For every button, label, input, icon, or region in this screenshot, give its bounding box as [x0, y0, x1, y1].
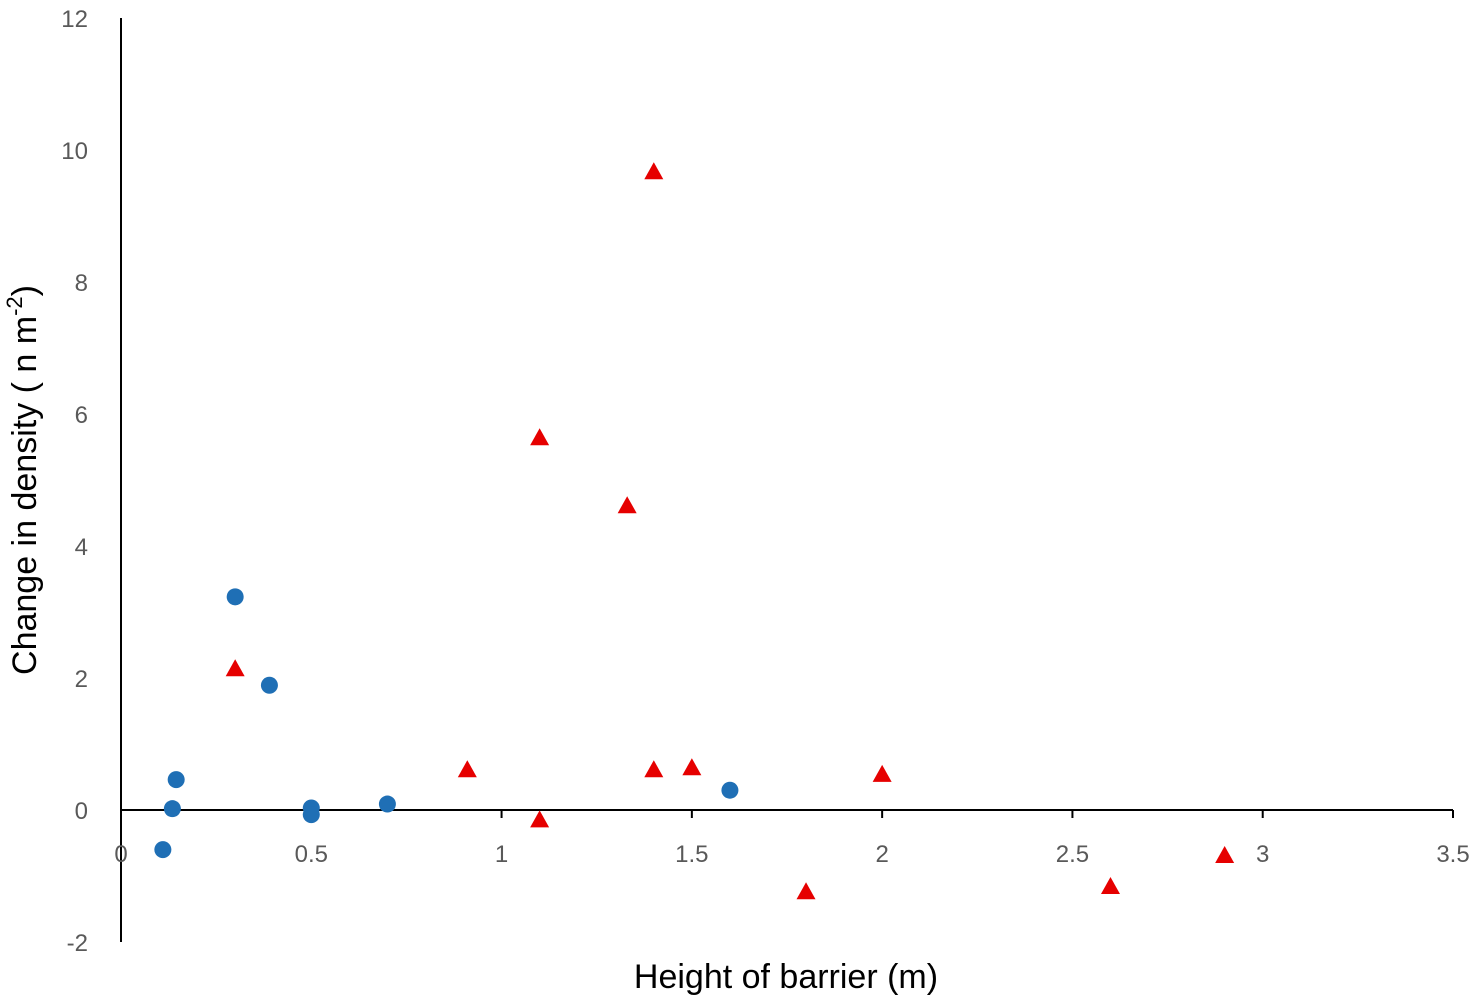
triangle-data-point: [644, 162, 664, 180]
x-tick-label: 2: [875, 841, 888, 868]
x-tick-label: 1.5: [675, 841, 708, 868]
y-axis-title-main: Change in density ( n m: [6, 316, 44, 675]
x-tick-label: 0: [114, 841, 127, 868]
triangle-data-point: [1100, 877, 1120, 895]
x-axis-title: Height of barrier (m): [634, 958, 938, 996]
y-axis-title: Change in density ( n m-2): [2, 285, 44, 675]
tick-marks: [310, 810, 1454, 818]
triangle-data-point: [796, 882, 816, 900]
triangle-data-point: [530, 428, 550, 446]
circle-data-point: [378, 795, 396, 813]
data-points: [154, 162, 1235, 900]
y-tick-label: 12: [61, 6, 88, 33]
circle-data-point: [260, 676, 278, 694]
y-axis-title-superscript: -2: [2, 296, 27, 316]
triangle-data-point: [872, 764, 892, 782]
triangle-data-point: [530, 810, 550, 828]
circle-data-point: [154, 841, 172, 859]
y-tick-label: 0: [75, 798, 88, 825]
triangle-data-point: [682, 758, 702, 776]
triangle-data-point: [1215, 846, 1235, 863]
circle-data-point: [167, 771, 185, 789]
x-tick-label: 2.5: [1056, 841, 1089, 868]
circle-data-point: [163, 800, 181, 818]
circle-data-point: [721, 781, 739, 799]
y-tick-label: 6: [75, 402, 88, 429]
circle-data-point: [226, 588, 244, 606]
x-tick-label: 0.5: [295, 841, 328, 868]
x-tick-label: 3.5: [1436, 841, 1469, 868]
axes: [120, 18, 1453, 942]
y-tick-label: 4: [75, 534, 88, 561]
circle-data-point: [302, 806, 320, 824]
y-tick-label: 10: [61, 138, 88, 165]
y-tick-label: 8: [75, 270, 88, 297]
triangle-data-point: [225, 659, 245, 677]
triangle-data-point: [457, 760, 477, 778]
y-tick-label: -2: [67, 930, 88, 957]
y-tick-label: 2: [75, 666, 88, 693]
x-tick-label: 1: [495, 841, 508, 868]
y-axis-title-close: ): [6, 285, 44, 296]
tick-labels: 0 0.5 1 1.5 2 2.5 3 3.5 -2 0 2 4 6 8 10 12: [61, 6, 1469, 957]
triangle-data-point: [617, 496, 637, 514]
triangle-data-point: [644, 760, 664, 778]
x-tick-label: 3: [1256, 841, 1269, 868]
